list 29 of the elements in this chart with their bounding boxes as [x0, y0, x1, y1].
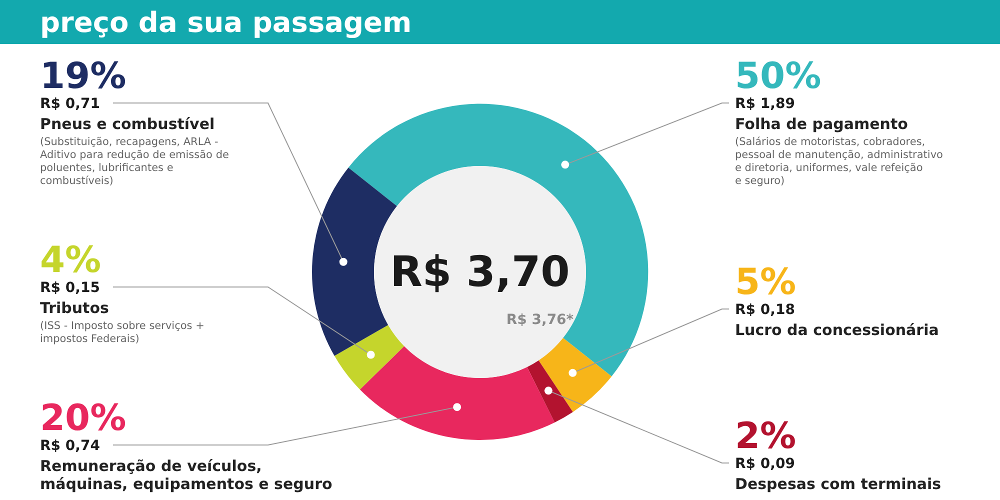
text: R$ 0,71: [40, 96, 100, 112]
data-label: 20%: [40, 398, 126, 439]
text: R$ 3,76*: [506, 312, 574, 328]
donut-slice: [334, 324, 404, 390]
chart-title: preço da sua passagem: [40, 6, 412, 39]
donut-slice: [527, 360, 573, 423]
slice-label: Lucro da concessionária: [735, 321, 939, 339]
text: (Substituição, recapagens, ARLA - Aditivo para redução de emissão de poluentes, lubrificantes e combustíveis): [40, 136, 229, 187]
slice-label: Remuneração de veículos, máquinas, equipamentos e seguro: [40, 457, 332, 493]
donut-slice: [348, 104, 648, 376]
text: (Salários de motoristas, cobradores, pessoal de manutenção, administrativo e diretoria, uniformes, vale refeição e seguro): [735, 136, 943, 187]
donut-slice: [360, 346, 555, 440]
text: R$ 0,18: [735, 302, 795, 318]
text: R$ 0,74: [40, 438, 100, 454]
slice-label: Despesas com terminais: [735, 475, 942, 493]
data-label: 5%: [735, 262, 796, 303]
slice-label: Pneus e combustível: [40, 115, 215, 133]
text: R$ 0,09: [735, 456, 795, 472]
donut-slice: [538, 338, 612, 412]
text: R$ 3,70: [390, 247, 570, 296]
data-label: 50%: [735, 56, 822, 97]
text: R$ 1,89: [735, 96, 795, 112]
text: R$ 0,15: [40, 280, 100, 296]
text: (ISS - Imposto sobre serviços + impostos Federais): [40, 320, 204, 345]
data-label: 2%: [735, 416, 796, 457]
slice-label: Folha de pagamento: [735, 115, 908, 133]
slice-label: Tributos: [40, 299, 110, 317]
data-label: 19%: [40, 56, 126, 97]
data-label: 4%: [40, 240, 102, 281]
